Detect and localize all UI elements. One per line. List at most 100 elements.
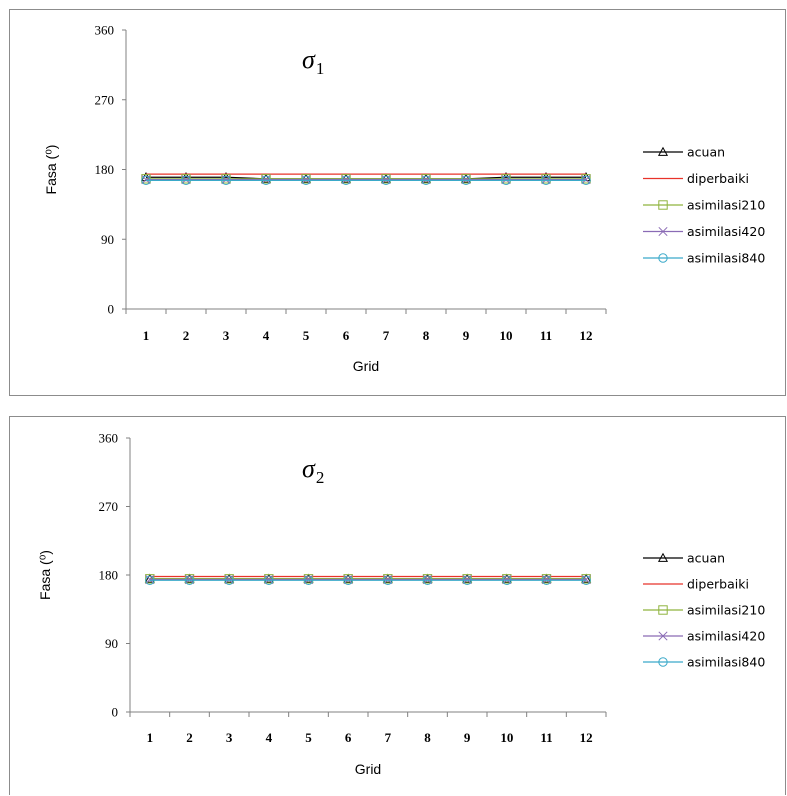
legend-marker [658, 631, 668, 641]
y-tick-label: 270 [99, 499, 119, 514]
data-point-asimilasi840 [261, 175, 271, 186]
y-tick-label: 0 [112, 705, 119, 720]
legend-label: asimilasi420 [687, 224, 765, 239]
legend-item-asimilasi210: asimilasi210 [643, 603, 765, 618]
chart-title-subscript: 1 [316, 59, 325, 78]
legend-item-asimilasi840: asimilasi840 [643, 251, 765, 266]
x-tick-label: 9 [463, 328, 470, 343]
chart-title: σ2 [302, 454, 324, 487]
x-tick-label: 3 [223, 328, 230, 343]
x-tick-label: 1 [147, 730, 154, 745]
data-point-asimilasi840 [541, 175, 551, 186]
y-tick-label: 360 [99, 431, 119, 446]
x-tick-label: 10 [500, 730, 513, 745]
y-tick-label: 180 [99, 568, 119, 583]
legend-marker [658, 200, 668, 210]
chart-panel-sigma2: 0 90 180 270 360 1 2 3 4 5 6 7 8 9 10 11 12 Grid Fasa (⁰) σ… [9, 416, 786, 795]
legend-marker [658, 226, 668, 237]
legend-item-asimilasi420: asimilasi420 [643, 224, 765, 239]
data-point-asimilasi840 [462, 575, 472, 586]
legend-marker [657, 552, 669, 562]
series-asimilasi210 [145, 574, 591, 584]
x-tick-label: 12 [580, 328, 593, 343]
chart-title: σ1 [302, 45, 324, 78]
legend-marker [657, 146, 669, 156]
legend-label: diperbaiki [687, 171, 749, 186]
data-point-asimilasi840 [224, 575, 234, 586]
chart-title-subscript: 2 [316, 468, 325, 487]
x-tick-label: 2 [183, 328, 190, 343]
x-tick-label: 5 [305, 730, 312, 745]
legend: acuan diperbaiki asimilasi210 asimilasi420 a… [643, 551, 765, 670]
x-tick-label: 10 [500, 328, 513, 343]
legend-label: asimilasi840 [687, 655, 765, 670]
legend-item-diperbaiki: diperbaiki [643, 577, 749, 592]
legend-item-asimilasi840: asimilasi840 [643, 655, 765, 670]
data-point-asimilasi840 [264, 575, 274, 586]
x-tick-label: 8 [423, 328, 430, 343]
data-point-asimilasi840 [502, 575, 512, 586]
y-tick-label: 90 [105, 636, 118, 651]
legend-label: asimilasi210 [687, 198, 765, 213]
x-tick-label: 8 [424, 730, 431, 745]
legend-marker [658, 605, 668, 615]
x-tick-label: 6 [345, 730, 352, 745]
legend-label: acuan [687, 145, 725, 160]
legend-item-asimilasi420: asimilasi420 [643, 629, 765, 644]
x-tick-label: 9 [464, 730, 471, 745]
series-asimilasi210 [141, 174, 591, 184]
legend-label: acuan [687, 551, 725, 566]
legend-marker [658, 657, 668, 667]
x-tick-label: 7 [385, 730, 392, 745]
data-point-asimilasi840 [221, 175, 231, 186]
x-tick-label: 4 [266, 730, 273, 745]
x-axis-title: Grid [353, 358, 379, 374]
x-tick-label: 12 [580, 730, 593, 745]
series-asimilasi840 [145, 575, 591, 586]
legend-label: asimilasi420 [687, 629, 765, 644]
data-point-asimilasi840 [303, 575, 314, 586]
legend: acuan diperbaiki asimilasi210 asimilasi420 a… [643, 145, 765, 266]
x-tick-label: 4 [263, 328, 270, 343]
data-point-asimilasi840 [181, 175, 191, 186]
data-point-asimilasi840 [141, 175, 151, 186]
data-point-asimilasi840 [421, 175, 431, 186]
y-tick-label: 90 [101, 232, 114, 247]
data-point-asimilasi840 [145, 575, 155, 586]
data-point-asimilasi840 [341, 175, 351, 186]
data-point-asimilasi840 [184, 575, 195, 586]
legend-item-acuan: acuan [643, 551, 725, 566]
legend-item-diperbaiki: diperbaiki [643, 171, 749, 186]
series-asimilasi840 [141, 175, 591, 186]
data-point-asimilasi840 [301, 175, 311, 186]
y-tick-label: 270 [95, 92, 115, 107]
legend-label: asimilasi210 [687, 603, 765, 618]
chart-panel-sigma1: 0 90 180 270 360 1 2 3 4 5 6 7 8 9 10 11 12 Grid Fasa (⁰) σ… [9, 9, 786, 396]
y-tick-label: 180 [95, 162, 115, 177]
series-asimilasi420 [141, 175, 591, 185]
x-tick-label: 6 [343, 328, 350, 343]
data-point-asimilasi840 [383, 575, 393, 586]
legend-item-asimilasi210: asimilasi210 [643, 198, 765, 213]
data-point-asimilasi840 [422, 575, 433, 586]
x-tick-label: 3 [226, 730, 233, 745]
data-point-asimilasi840 [461, 175, 471, 186]
x-tick-label: 7 [383, 328, 390, 343]
y-axis-title: Fasa (⁰) [43, 145, 59, 195]
data-point-asimilasi840 [581, 175, 591, 186]
legend-label: diperbaiki [687, 577, 749, 592]
data-point-asimilasi840 [541, 575, 552, 586]
y-tick-label: 360 [95, 23, 115, 38]
legend-label: asimilasi840 [687, 251, 765, 266]
x-axis-title: Grid [355, 761, 381, 777]
x-tick-label: 11 [540, 328, 552, 343]
x-tick-label: 2 [186, 730, 193, 745]
data-point-asimilasi840 [581, 575, 591, 586]
legend-marker [658, 253, 668, 263]
x-tick-label: 5 [303, 328, 310, 343]
y-axis-title: Fasa (⁰) [37, 550, 53, 600]
y-tick-label: 0 [108, 302, 115, 317]
x-tick-label: 11 [540, 730, 552, 745]
